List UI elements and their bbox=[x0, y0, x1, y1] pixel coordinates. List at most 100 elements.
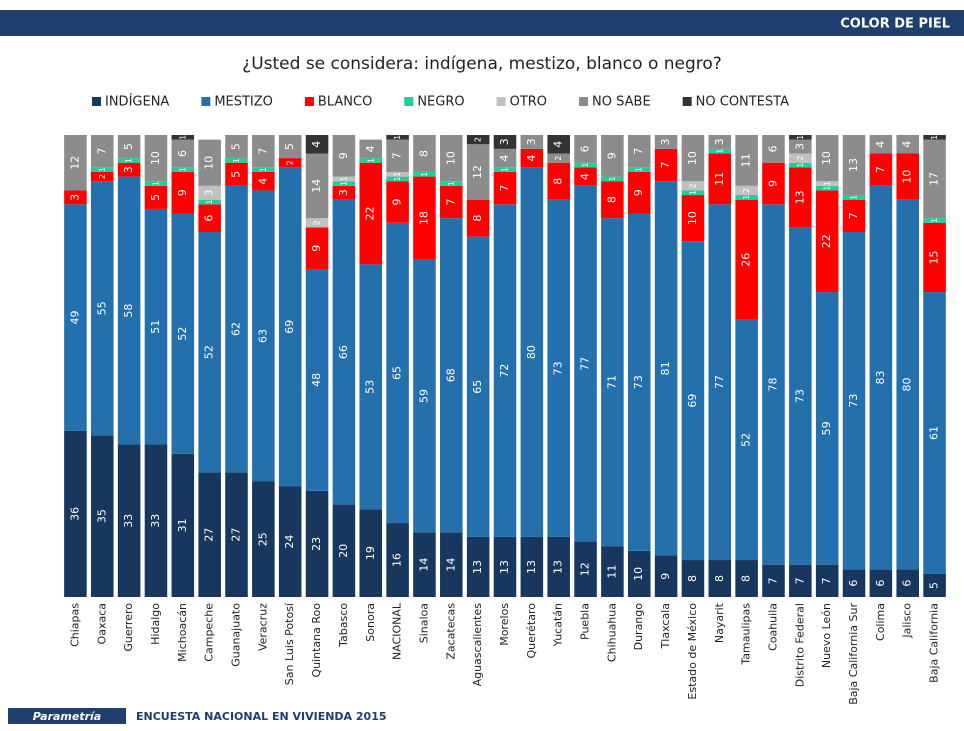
bar-segment bbox=[681, 190, 705, 196]
data-label: 7 bbox=[391, 152, 404, 159]
data-label: 52 bbox=[203, 345, 216, 359]
bar-segment bbox=[386, 176, 409, 182]
data-label: 4 bbox=[256, 178, 269, 185]
x-tick-label: Tabasco bbox=[337, 603, 350, 648]
data-label: 1 bbox=[796, 135, 805, 140]
bar-segment bbox=[601, 176, 624, 182]
data-label: 63 bbox=[256, 329, 269, 343]
bar-segment bbox=[708, 560, 732, 597]
bar-segment bbox=[117, 162, 141, 177]
x-tick-label: Nuevo León bbox=[820, 603, 833, 668]
legend-label: BLANCO bbox=[318, 95, 372, 110]
bar-segment bbox=[413, 176, 436, 260]
chart-title: ¿Usted se considera: indígena, mestizo, … bbox=[242, 54, 722, 74]
bar-segment bbox=[789, 227, 812, 565]
bar-segment bbox=[493, 135, 517, 149]
data-label: 10 bbox=[632, 567, 645, 581]
bar-segment bbox=[225, 158, 248, 163]
x-tick-label: Distrito Federal bbox=[793, 603, 806, 687]
data-label: 71 bbox=[605, 375, 618, 389]
x-tick-label: Morelos bbox=[498, 603, 511, 646]
bar-segment bbox=[896, 153, 920, 200]
bar-segment bbox=[198, 472, 221, 597]
bar-segment bbox=[386, 135, 409, 140]
x-tick-label: Quintana Roo bbox=[310, 603, 323, 678]
data-label: 10 bbox=[686, 211, 699, 225]
bar-segment bbox=[278, 486, 302, 597]
bar-segment bbox=[654, 181, 678, 556]
data-label: 14 bbox=[444, 558, 457, 572]
data-label: 1 bbox=[850, 195, 859, 200]
bar-segment bbox=[252, 481, 275, 597]
bar-segment bbox=[198, 199, 221, 205]
data-label: 1 bbox=[420, 172, 429, 177]
data-label: 6 bbox=[901, 580, 914, 587]
bar-segment bbox=[708, 135, 732, 149]
data-label: 68 bbox=[444, 368, 457, 382]
x-tick-label: NACIONAL bbox=[391, 602, 404, 660]
bar-segment bbox=[493, 167, 517, 172]
bar-segment bbox=[90, 181, 114, 436]
bar-segment bbox=[466, 199, 490, 237]
x-tick-label: Guerrero bbox=[122, 603, 135, 652]
bar-segment bbox=[923, 292, 946, 574]
data-label: 65 bbox=[471, 380, 484, 394]
data-label: 7 bbox=[659, 162, 672, 169]
data-label: 8 bbox=[605, 196, 618, 203]
data-label: 2 bbox=[313, 220, 322, 225]
data-label: 13 bbox=[471, 560, 484, 574]
data-label: 6 bbox=[176, 150, 189, 157]
bar-segment bbox=[574, 162, 597, 168]
data-label: 10 bbox=[203, 156, 216, 170]
data-label: 7 bbox=[632, 148, 645, 155]
bar-segment bbox=[681, 181, 705, 191]
bar-segment bbox=[440, 185, 463, 219]
bar-segment bbox=[144, 181, 168, 186]
data-label: 33 bbox=[149, 514, 162, 528]
bar-segment bbox=[332, 135, 356, 177]
data-label: 6 bbox=[579, 145, 592, 152]
bar-segment bbox=[574, 167, 597, 186]
bar-segment bbox=[574, 541, 597, 597]
bar-segment bbox=[305, 135, 329, 154]
data-label: 81 bbox=[659, 361, 672, 375]
data-label: 59 bbox=[820, 421, 833, 435]
bar-segment bbox=[842, 195, 866, 200]
data-label: 62 bbox=[230, 322, 243, 336]
legend-swatch bbox=[92, 97, 101, 106]
x-tick-label: Guanajuato bbox=[230, 603, 243, 667]
data-label: 9 bbox=[659, 573, 672, 580]
bar-segment bbox=[708, 204, 732, 561]
data-label: 10 bbox=[149, 151, 162, 165]
data-label: 33 bbox=[122, 514, 135, 528]
legend-swatch bbox=[404, 97, 414, 106]
data-label: 5 bbox=[230, 143, 243, 150]
bar-segment bbox=[547, 135, 570, 154]
bar-segment bbox=[681, 241, 705, 561]
bar-segment bbox=[64, 430, 87, 597]
bar-segment bbox=[869, 153, 893, 186]
data-label: 31 bbox=[176, 518, 189, 532]
data-label: 13 bbox=[847, 158, 860, 172]
data-label: 5 bbox=[149, 194, 162, 201]
data-label: 69 bbox=[283, 320, 296, 334]
bar-segment bbox=[171, 135, 195, 140]
bar-segment bbox=[198, 204, 221, 233]
bar-segment bbox=[225, 135, 248, 159]
header-bar bbox=[0, 10, 964, 36]
bar-segment bbox=[654, 135, 678, 149]
bar-segment bbox=[198, 139, 221, 186]
bar-segment bbox=[466, 236, 490, 537]
data-label: 1 bbox=[232, 158, 241, 163]
data-label: 9 bbox=[310, 245, 323, 252]
data-label: 1 bbox=[98, 167, 107, 172]
bar-segment bbox=[627, 213, 651, 551]
data-label: 2 bbox=[742, 188, 751, 193]
data-label: 7 bbox=[498, 185, 511, 192]
data-label: 78 bbox=[766, 377, 779, 391]
data-label: 73 bbox=[793, 389, 806, 403]
data-label: 9 bbox=[391, 198, 404, 205]
data-label: 4 bbox=[901, 141, 914, 148]
bar-segment bbox=[681, 135, 705, 182]
bar-segment bbox=[520, 135, 544, 149]
